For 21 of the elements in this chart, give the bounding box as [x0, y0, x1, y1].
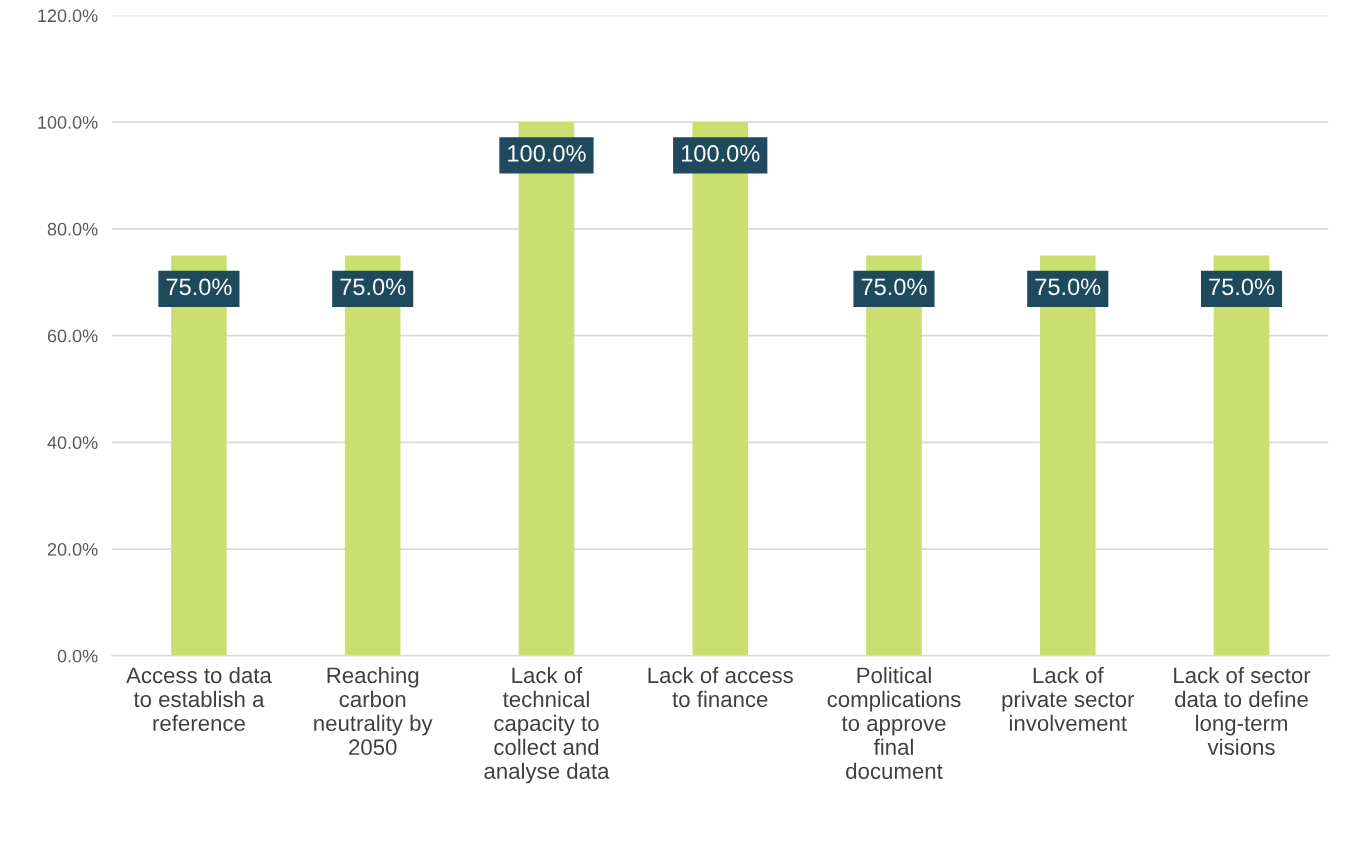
y-tick-label: 80.0%: [47, 222, 98, 236]
data-label: 75.0%: [166, 278, 232, 296]
y-tick-label: 20.0%: [47, 542, 98, 556]
data-label: 75.0%: [861, 278, 927, 296]
x-tick-label: Lack of access to finance: [648, 666, 793, 708]
data-label: 75.0%: [1035, 278, 1101, 296]
y-tick-label: 0.0%: [57, 649, 98, 663]
data-label: 75.0%: [340, 278, 406, 296]
y-tick-label: 120.0%: [38, 9, 98, 23]
x-tick-label: Lack of private sector involvement: [1002, 666, 1135, 732]
y-tick-label: 60.0%: [47, 329, 98, 343]
data-label: 100.0%: [508, 145, 586, 162]
x-tick-label: Reaching carbon neutrality by 2050: [314, 666, 433, 756]
x-tick-label: Political complications to approve final document: [827, 666, 961, 779]
x-tick-label: Lack of technical capacity to collect and analyse data: [484, 666, 610, 784]
y-tick-label: 40.0%: [47, 436, 98, 450]
data-label: 100.0%: [681, 145, 760, 162]
x-tick-label: Lack of sector data to define long-term visions: [1174, 666, 1311, 756]
y-tick-label: 100.0%: [38, 116, 98, 129]
x-tick-label: Access to data to establish a reference: [126, 666, 272, 732]
data-label: 75.0%: [1209, 278, 1275, 296]
